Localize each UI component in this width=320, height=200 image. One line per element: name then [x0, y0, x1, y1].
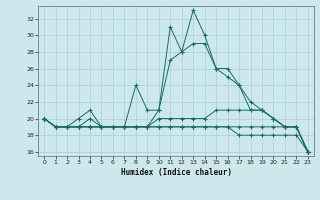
X-axis label: Humidex (Indice chaleur): Humidex (Indice chaleur) [121, 168, 231, 177]
